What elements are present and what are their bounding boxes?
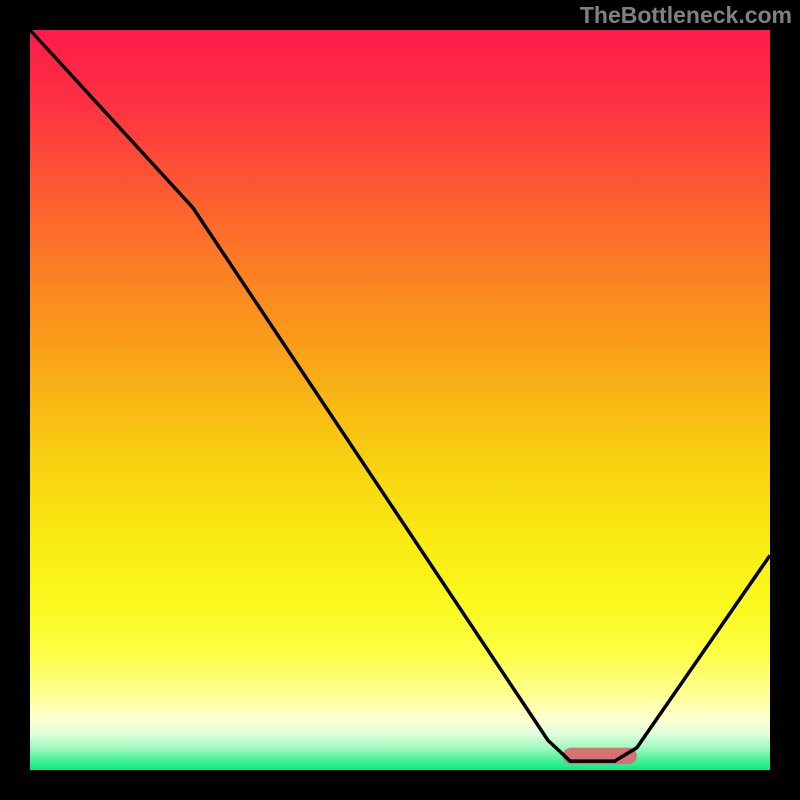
chart-container: TheBottleneck.com (0, 0, 800, 800)
plot-gradient-bg (30, 30, 770, 770)
watermark-text: TheBottleneck.com (580, 2, 792, 29)
chart-svg (0, 0, 800, 800)
